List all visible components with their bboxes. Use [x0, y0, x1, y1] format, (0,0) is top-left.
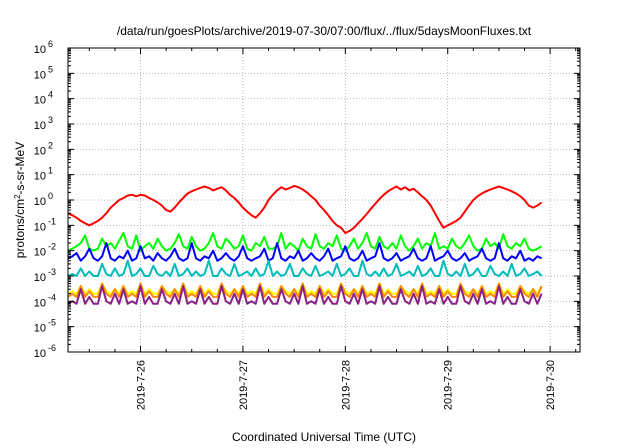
series-group [67, 184, 543, 305]
y-tick-label: 10 6 [34, 39, 53, 56]
x-tick-label: 2019-7-26 [136, 360, 148, 410]
series-line-7 [67, 285, 543, 305]
y-tick-label: 10 4 [34, 90, 53, 107]
y-tick-label: 10 -3 [34, 267, 56, 284]
y-axis-label-suffix: -s-sr-MeV [13, 142, 27, 195]
y-axis-label-superscript: 2 [13, 194, 22, 199]
series-line-1 [67, 184, 543, 234]
x-axis: 2019-7-26 2019-7-27 2019-7-28 2019-7-29 2019… [88, 48, 577, 410]
y-tick-label: 10 1 [34, 166, 53, 183]
x-tick-label: 2019-7-27 [238, 360, 250, 410]
y-tick-label: 10 -4 [34, 292, 56, 309]
x-tick-label: 2019-7-30 [545, 360, 557, 410]
x-tick-label: 2019-7-29 [443, 360, 455, 410]
y-tick-label: 10 2 [34, 140, 53, 157]
series-line-3 [67, 242, 543, 262]
series-line-4 [67, 259, 543, 277]
y-axis-label: protons/cm2-s-sr-MeV [13, 142, 28, 258]
x-tick-label: 2019-7-28 [340, 360, 352, 410]
y-tick-label: 10 5 [34, 64, 53, 81]
y-tick-label: 10 -2 [34, 242, 56, 259]
y-tick-label: 10 -6 [34, 343, 56, 360]
chart-title: /data/run/goesPlots/archive/2019-07-30/0… [117, 24, 532, 38]
y-tick-label: 10 3 [34, 115, 53, 132]
series-line-6 [67, 282, 543, 298]
series-line-2 [67, 232, 543, 252]
y-tick-label: 10 -5 [34, 318, 56, 335]
y-tick-label: 10 0 [34, 191, 53, 208]
y-axis-label-main: protons/cm [13, 199, 27, 258]
x-axis-label: Coordinated Universal Time (UTC) [232, 430, 416, 444]
y-tick-label: 10 -1 [34, 216, 56, 233]
y-axis: 10 -6 10 -5 10 -4 10 -3 10 -2 10 -1 10 0 10 1 10 2 10 3 10 4 1… [34, 39, 580, 360]
